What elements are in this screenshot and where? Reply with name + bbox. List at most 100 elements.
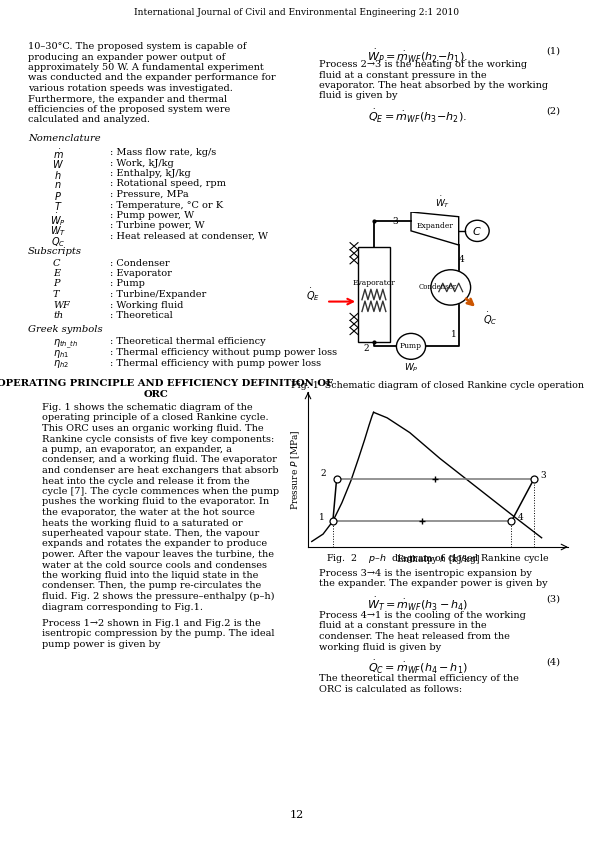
Text: $\dot{W}_P$: $\dot{W}_P$	[50, 211, 66, 228]
Text: Rankine cycle consists of five key components:: Rankine cycle consists of five key compo…	[42, 434, 274, 444]
Text: the evaporator, the water at the hot source: the evaporator, the water at the hot sou…	[42, 508, 255, 517]
Text: isentropic compression by the pump. The ideal: isentropic compression by the pump. The …	[42, 630, 274, 638]
Text: : Work, kJ/kg: : Work, kJ/kg	[110, 158, 174, 168]
Circle shape	[465, 221, 489, 242]
Text: : Thermal efficiency with pump power loss: : Thermal efficiency with pump power los…	[110, 359, 321, 367]
Text: pushes the working fluid to the evaporator. In: pushes the working fluid to the evaporat…	[42, 498, 269, 507]
Text: $\dot{W}_T$: $\dot{W}_T$	[435, 195, 450, 210]
Text: various rotation speeds was investigated.: various rotation speeds was investigated…	[28, 84, 233, 93]
Text: : Heat released at condenser, W: : Heat released at condenser, W	[110, 232, 268, 241]
Text: $\dot{Q}_C$: $\dot{Q}_C$	[483, 310, 498, 327]
Text: fluid is given by: fluid is given by	[319, 92, 397, 100]
Text: Fig. 1  Schematic diagram of closed Rankine cycle operation: Fig. 1 Schematic diagram of closed Ranki…	[291, 381, 584, 390]
Text: ORC is calculated as follows:: ORC is calculated as follows:	[319, 685, 462, 694]
Circle shape	[396, 333, 425, 360]
Text: was conducted and the expander performance for: was conducted and the expander performan…	[28, 73, 275, 83]
Text: The theoretical thermal efficiency of the: The theoretical thermal efficiency of th…	[319, 674, 519, 683]
Text: diagram corresponding to Fig.1.: diagram corresponding to Fig.1.	[42, 603, 203, 611]
Polygon shape	[411, 212, 459, 245]
Text: $n$: $n$	[54, 179, 62, 189]
Text: : Thermal efficiency without pump power loss: : Thermal efficiency without pump power …	[110, 348, 337, 357]
Text: a pump, an evaporator, an expander, a: a pump, an evaporator, an expander, a	[42, 445, 232, 454]
Text: water at the cold source cools and condenses: water at the cold source cools and conde…	[42, 561, 267, 569]
Text: working fluid is given by: working fluid is given by	[319, 642, 441, 652]
Text: Process 3→4 is the isentropic expansion by: Process 3→4 is the isentropic expansion …	[319, 569, 532, 578]
Text: and condenser are heat exchangers that absorb: and condenser are heat exchangers that a…	[42, 466, 278, 475]
Text: Fig.  2    $p$–$h$  diagram of closed Rankine cycle: Fig. 2 $p$–$h$ diagram of closed Rankine…	[326, 552, 550, 565]
Text: th: th	[53, 311, 63, 320]
Text: International Journal of Civil and Environmental Engineering 2:1 2010: International Journal of Civil and Envir…	[134, 8, 459, 17]
Y-axis label: Pressure $P$ [MPa]: Pressure $P$ [MPa]	[290, 429, 302, 509]
Text: approximately 50 W. A fundamental experiment: approximately 50 W. A fundamental experi…	[28, 63, 264, 72]
Text: : Evaporator: : Evaporator	[110, 269, 172, 278]
Text: : Theoretical thermal efficiency: : Theoretical thermal efficiency	[110, 338, 265, 347]
Text: efficiencies of the proposed system were: efficiencies of the proposed system were	[28, 105, 230, 114]
Text: calculated and analyzed.: calculated and analyzed.	[28, 115, 150, 125]
Text: condenser, and a working fluid. The evaporator: condenser, and a working fluid. The evap…	[42, 456, 277, 465]
Text: (4): (4)	[546, 658, 560, 667]
Bar	[358, 248, 390, 342]
Text: $\dot{Q}_E = \dot{m}_{WF}(h_3\!-\!h_2).$: $\dot{Q}_E = \dot{m}_{WF}(h_3\!-\!h_2).$	[368, 107, 467, 124]
Text: superheated vapour state. Then, the vapour: superheated vapour state. Then, the vapo…	[42, 529, 259, 538]
Text: fluid at a constant pressure in the: fluid at a constant pressure in the	[319, 621, 487, 631]
Text: 4: 4	[459, 254, 464, 264]
Text: the working fluid into the liquid state in the: the working fluid into the liquid state …	[42, 571, 258, 580]
Text: C: C	[53, 258, 61, 268]
Text: II.  OPERATING PRINCIPLE AND EFFICIENCY DEFINITION OF: II. OPERATING PRINCIPLE AND EFFICIENCY D…	[0, 379, 334, 388]
Text: Condenser: Condenser	[418, 284, 456, 291]
Text: $\eta_{h1}$: $\eta_{h1}$	[53, 348, 69, 360]
Text: evaporator. The heat absorbed by the working: evaporator. The heat absorbed by the wor…	[319, 81, 548, 90]
Text: Pump: Pump	[400, 343, 422, 350]
Text: (1): (1)	[546, 47, 560, 56]
Text: 1: 1	[320, 513, 325, 522]
Text: Fig. 1 shows the schematic diagram of the: Fig. 1 shows the schematic diagram of th…	[42, 403, 253, 412]
Text: $\eta_{h2}$: $\eta_{h2}$	[53, 359, 69, 370]
Text: $\dot{W}_T = \dot{m}_{WF}(h_3 - h_4)$: $\dot{W}_T = \dot{m}_{WF}(h_3 - h_4)$	[367, 595, 468, 612]
Text: : Condenser: : Condenser	[110, 258, 170, 268]
Text: : Rotational speed, rpm: : Rotational speed, rpm	[110, 179, 226, 189]
Text: Process 4→1 is the cooling of the working: Process 4→1 is the cooling of the workin…	[319, 611, 526, 620]
Circle shape	[431, 269, 471, 305]
Text: 10–30°C. The proposed system is capable of: 10–30°C. The proposed system is capable …	[28, 42, 246, 51]
Text: 3: 3	[540, 471, 546, 480]
Text: 12: 12	[290, 810, 304, 820]
Text: fluid at a constant pressure in the: fluid at a constant pressure in the	[319, 71, 487, 79]
Text: : Pump: : Pump	[110, 280, 145, 289]
Text: Process 2→3 is the heating of the working: Process 2→3 is the heating of the workin…	[319, 60, 527, 69]
Text: $\dot{m}$: $\dot{m}$	[52, 148, 64, 161]
Text: fluid. Fig. 2 shows the pressure–enthalpy (p–h): fluid. Fig. 2 shows the pressure–enthalp…	[42, 592, 274, 601]
Text: $\dot{Q}_C$: $\dot{Q}_C$	[51, 232, 65, 249]
Text: : Turbine power, W: : Turbine power, W	[110, 221, 205, 231]
Text: $\dot{W}_P$: $\dot{W}_P$	[403, 359, 418, 374]
Text: : Mass flow rate, kg/s: : Mass flow rate, kg/s	[110, 148, 216, 157]
Text: the expander. The expander power is given by: the expander. The expander power is give…	[319, 579, 547, 589]
Text: producing an expander power output of: producing an expander power output of	[28, 52, 226, 61]
Text: $W$: $W$	[52, 158, 64, 170]
Text: $P$: $P$	[54, 190, 62, 202]
Text: : Pressure, MPa: : Pressure, MPa	[110, 190, 189, 199]
X-axis label: Enthalpy $h$ [kJ/kg]: Enthalpy $h$ [kJ/kg]	[396, 552, 480, 566]
Text: pump power is given by: pump power is given by	[42, 640, 161, 649]
Text: $\dot{Q}_E$: $\dot{Q}_E$	[306, 286, 320, 303]
Text: 2: 2	[320, 469, 326, 477]
Text: 3: 3	[392, 217, 398, 226]
Text: WF: WF	[53, 301, 70, 310]
Text: Subscripts: Subscripts	[28, 247, 82, 255]
Text: condenser. Then, the pump re-circulates the: condenser. Then, the pump re-circulates …	[42, 582, 261, 590]
Text: Evaporator: Evaporator	[352, 279, 395, 287]
Text: Expander: Expander	[416, 222, 453, 230]
Text: ORC: ORC	[143, 390, 168, 399]
Text: expands and rotates the expander to produce: expands and rotates the expander to prod…	[42, 540, 267, 548]
Text: This ORC uses an organic working fluid. The: This ORC uses an organic working fluid. …	[42, 424, 264, 433]
Text: (3): (3)	[546, 595, 560, 604]
Text: E: E	[53, 269, 60, 278]
Text: (2): (2)	[546, 107, 560, 116]
Text: T: T	[53, 290, 60, 299]
Text: Greek symbols: Greek symbols	[28, 326, 102, 334]
Text: : Pump power, W: : Pump power, W	[110, 211, 194, 220]
Text: heat into the cycle and release it from the: heat into the cycle and release it from …	[42, 477, 250, 486]
Text: $\mathit{C}$: $\mathit{C}$	[472, 225, 482, 237]
Text: $\dot{Q}_C = \dot{m}_{WF}(h_4 - h_1)$: $\dot{Q}_C = \dot{m}_{WF}(h_4 - h_1)$	[368, 658, 467, 675]
Text: : Enthalpy, kJ/kg: : Enthalpy, kJ/kg	[110, 169, 191, 178]
Text: 1: 1	[450, 330, 456, 339]
